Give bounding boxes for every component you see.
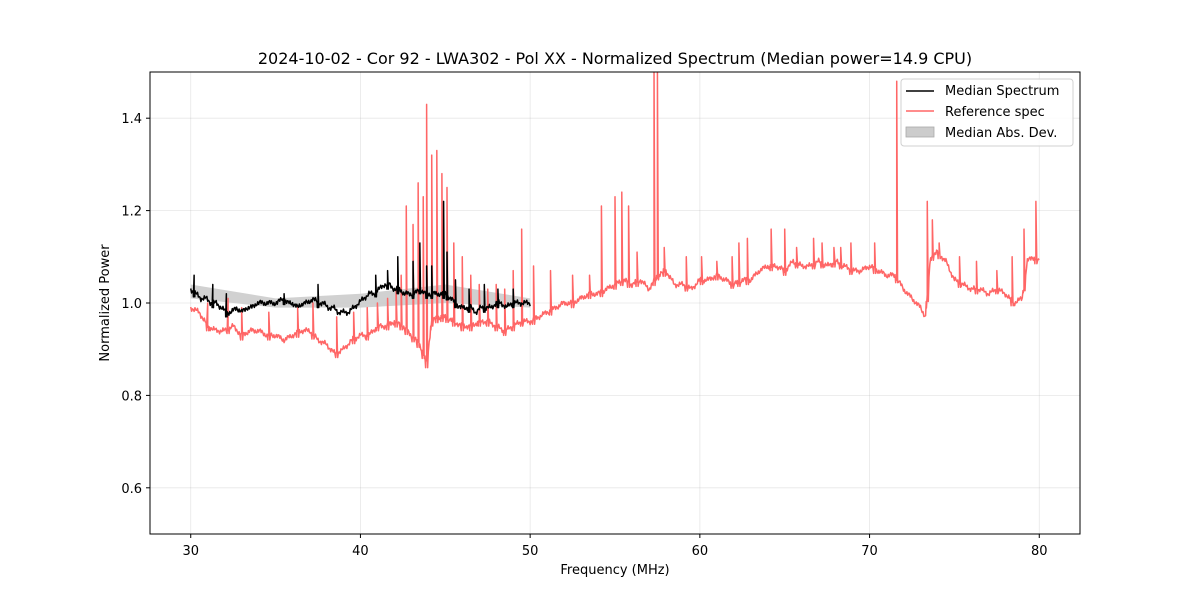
y-axis-label: Normalized Power xyxy=(98,244,113,362)
x-tick-label: 50 xyxy=(522,544,539,559)
chart-title: 2024-10-02 - Cor 92 - LWA302 - Pol XX - … xyxy=(258,49,972,68)
y-tick-label: 1.0 xyxy=(121,297,142,312)
y-tick-label: 1.4 xyxy=(121,112,142,127)
legend-label-median-abs-dev: Median Abs. Dev. xyxy=(945,126,1057,141)
x-tick-label: 30 xyxy=(182,544,199,559)
legend-box xyxy=(900,78,1074,147)
legend-swatch-median-abs-dev xyxy=(905,126,935,138)
reference-spec-line xyxy=(189,72,1040,369)
y-tick-label: 0.8 xyxy=(121,389,142,404)
y-tick-label: 0.6 xyxy=(121,482,142,497)
series-layer xyxy=(189,72,1040,369)
y-axis: 0.6 0.8 1.0 1.2 1.4 xyxy=(121,112,150,497)
y-tick-label: 1.2 xyxy=(121,205,142,220)
median-abs-dev-band xyxy=(190,284,531,308)
median-spectrum-line xyxy=(189,200,531,318)
x-axis-label: Frequency (MHz) xyxy=(560,563,669,578)
x-tick-label: 40 xyxy=(352,544,369,559)
x-tick-label: 80 xyxy=(1031,544,1048,559)
grid xyxy=(150,72,1080,534)
legend-label-median-spectrum: Median Spectrum xyxy=(945,84,1059,99)
x-tick-label: 60 xyxy=(692,544,709,559)
x-tick-label: 70 xyxy=(861,544,878,559)
legend: Median Spectrum Reference spec Median Ab… xyxy=(900,78,1074,147)
legend-label-reference-spec: Reference spec xyxy=(945,105,1045,120)
x-axis: 30 40 50 60 70 80 xyxy=(182,534,1048,559)
